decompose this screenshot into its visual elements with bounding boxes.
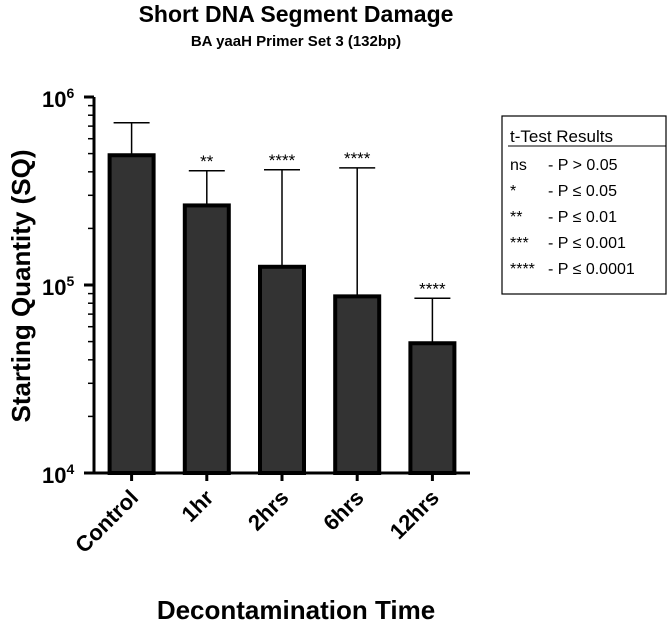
legend-symbol: ns (510, 157, 527, 174)
bar-1hr (182, 203, 231, 475)
chart-title: Short DNA Segment Damage (139, 1, 454, 27)
legend-text: - P > 0.05 (548, 157, 618, 174)
significance-label: ** (200, 152, 214, 171)
legend-text: - P ≤ 0.001 (548, 235, 626, 252)
y-tick-exponent: 5 (66, 273, 74, 289)
y-tick-base: 10 (42, 275, 66, 300)
bar-6hrs (333, 294, 382, 476)
legend-text: - P ≤ 0.05 (548, 183, 617, 200)
significance-label: **** (344, 149, 371, 168)
x-tick-label: 12hrs (385, 485, 444, 544)
legend-title: t-Test Results (510, 127, 613, 146)
legend-text: - P ≤ 0.0001 (548, 261, 635, 278)
legend-symbol: * (510, 183, 516, 200)
legend-symbol: *** (510, 235, 529, 252)
y-tick-label: 105 (42, 273, 74, 300)
legend-text: - P ≤ 0.01 (548, 209, 617, 226)
significance-label: **** (269, 151, 296, 170)
y-tick-label: 104 (42, 461, 74, 488)
y-tick-base: 10 (42, 463, 66, 488)
x-tick-label: Control (70, 485, 143, 558)
bar-2hrs (258, 264, 306, 475)
bar-12hrs (408, 341, 457, 475)
legend-symbol: ** (510, 209, 522, 226)
y-tick-exponent: 6 (66, 85, 74, 101)
y-tick-base: 10 (42, 87, 66, 112)
legend: t-Test Results ns - P > 0.05 * - P ≤ 0.05 **… (501, 115, 667, 295)
x-tick-label: 1hr (176, 485, 218, 527)
x-axis-title: Decontamination Time (157, 595, 435, 624)
bar-control (107, 153, 156, 475)
significance-label: **** (419, 279, 446, 298)
legend-symbol: **** (510, 261, 535, 278)
x-tick-label: 2hrs (243, 485, 294, 536)
x-tick-label: 6hrs (318, 485, 369, 536)
y-axis-title: Starting Quantity (SQ) (6, 150, 36, 423)
plot-area: 104105106Control**1hr****2hrs****6hrs***… (42, 85, 470, 558)
y-tick-exponent: 4 (66, 461, 74, 477)
chart-subtitle: BA yaaH Primer Set 3 (132bp) (191, 33, 401, 50)
y-tick-label: 106 (42, 85, 74, 112)
